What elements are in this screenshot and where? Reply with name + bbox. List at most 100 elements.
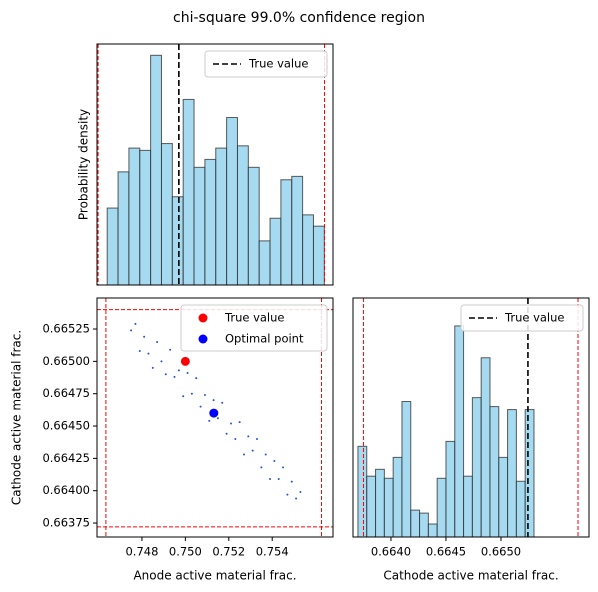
y-tick-label: 0.66450 (42, 419, 90, 433)
x-axis-label: Anode active material frac. (133, 569, 296, 583)
point (195, 377, 198, 380)
bar (291, 175, 304, 286)
point (229, 422, 232, 425)
axes: 0.748 0.750 0.752 0.754 0.66375 0.66400 0.6642… (10, 297, 334, 583)
bar (454, 325, 465, 538)
bar (498, 456, 509, 538)
axes: 0.6640 0.6645 0.6650 Cathode active materia… (352, 297, 590, 583)
point (264, 453, 267, 456)
point (138, 350, 141, 353)
point (160, 360, 163, 363)
point (221, 401, 224, 404)
bar (515, 480, 526, 538)
bar (312, 225, 325, 286)
legend-box (204, 50, 328, 78)
figure-title: chi-square 99.0% confidence region (173, 10, 425, 26)
bar (182, 98, 195, 286)
point (164, 373, 167, 376)
y-tick-label: 0.66400 (42, 483, 90, 497)
point (199, 405, 202, 408)
legend-box (460, 304, 584, 332)
x-axis-label: Cathode active material frac. (383, 569, 558, 583)
axes: Probability density True value (77, 43, 334, 286)
legend-label: True value (248, 57, 309, 71)
point (156, 340, 159, 343)
bar (383, 477, 394, 538)
point (173, 375, 176, 378)
y-tick-label: 0.66500 (42, 354, 90, 368)
bar (280, 179, 293, 286)
bar (427, 523, 438, 538)
point (212, 399, 215, 402)
bar (171, 196, 184, 286)
point (130, 329, 133, 332)
point (260, 466, 263, 469)
bar (117, 171, 130, 286)
x-tick-label: 0.6645 (426, 545, 466, 559)
x-tick-label: 0.748 (125, 545, 158, 559)
point (203, 393, 206, 396)
point (234, 437, 237, 440)
point (186, 372, 189, 375)
point (151, 366, 154, 369)
bar (247, 166, 260, 286)
point (273, 459, 276, 462)
y-axis-label: Probability density (77, 109, 91, 220)
point (238, 421, 241, 424)
y-tick-label: 0.66425 (42, 451, 90, 465)
axes-frame (352, 297, 590, 538)
bar (193, 166, 206, 286)
point (216, 417, 219, 420)
point (143, 335, 146, 338)
point (286, 493, 289, 496)
bar (139, 149, 152, 286)
bar (489, 406, 500, 538)
y-tick-label: 0.66525 (42, 322, 90, 336)
point (169, 348, 172, 351)
axes-frame (96, 43, 334, 286)
bar (226, 117, 238, 286)
bar (215, 147, 228, 286)
legend-box (180, 304, 328, 352)
x-tick-label: 0.752 (212, 545, 245, 559)
y-axis-label: Cathode active material frac. (10, 330, 24, 505)
bar (366, 475, 377, 538)
point (299, 490, 302, 493)
bar (463, 475, 473, 538)
legend-label: True value (504, 311, 565, 325)
bar (436, 477, 447, 538)
point (269, 478, 272, 481)
point (134, 322, 137, 325)
bar (419, 512, 429, 538)
x-tick-label: 0.6640 (371, 545, 411, 559)
x-tick-label: 0.754 (256, 545, 289, 559)
legend-swatch (198, 334, 208, 344)
bar (150, 54, 162, 286)
point (295, 497, 298, 500)
bar (204, 158, 217, 286)
bar (480, 357, 491, 538)
bar (524, 409, 535, 538)
point (177, 369, 180, 372)
point (182, 395, 185, 398)
bar (128, 147, 141, 286)
bar (375, 468, 385, 538)
legend-swatch (198, 313, 208, 323)
bar (401, 401, 412, 538)
point (290, 480, 293, 483)
bar (471, 397, 482, 538)
point (247, 435, 250, 438)
point (208, 419, 211, 422)
y-tick-label: 0.66375 (42, 516, 90, 530)
point (190, 392, 193, 395)
bar (392, 456, 403, 538)
legend-label: Optimal point (225, 332, 304, 346)
point (256, 437, 259, 440)
bar (160, 143, 173, 286)
bar (507, 409, 517, 538)
point (225, 432, 228, 435)
marker-point (209, 408, 219, 418)
point (242, 453, 245, 456)
bar (258, 240, 271, 286)
